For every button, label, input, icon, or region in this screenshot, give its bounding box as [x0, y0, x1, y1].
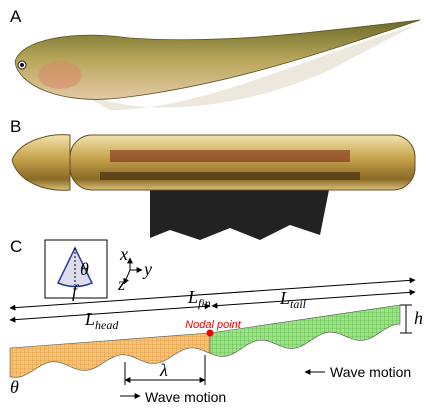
symbol: L — [187, 287, 198, 307]
symbol: L — [84, 309, 95, 329]
symbol: L — [279, 288, 290, 308]
wavelength-label: λ — [159, 360, 168, 380]
nodal-point-marker — [206, 329, 214, 337]
axis-y: y — [142, 259, 152, 279]
angle-label: θ — [10, 377, 19, 397]
fin-length: Lfin — [187, 287, 211, 310]
tail-length: Ltail — [279, 288, 307, 311]
subscript: tail — [290, 297, 307, 311]
fin-segment — [9, 332, 211, 378]
head-length: Lhead — [84, 309, 119, 332]
wave-motion-label: Wave motion — [145, 389, 226, 405]
wave-motion-label: Wave motion — [330, 364, 411, 380]
nodal-point-label: Nodal point — [185, 319, 242, 331]
fin-segment — [209, 304, 401, 357]
panel-label: A — [10, 7, 22, 26]
height-label: h — [414, 308, 423, 328]
panel-label: C — [10, 237, 22, 256]
robot-photo — [11, 134, 416, 240]
subscript: fin — [198, 296, 211, 310]
axis-z: z — [117, 274, 125, 294]
axis-x: x — [119, 244, 128, 264]
fish-photo — [14, 19, 421, 110]
fin-model — [9, 304, 401, 378]
angle-label: θ — [80, 259, 89, 279]
panel-label: B — [10, 117, 21, 136]
subscript: head — [95, 318, 119, 332]
